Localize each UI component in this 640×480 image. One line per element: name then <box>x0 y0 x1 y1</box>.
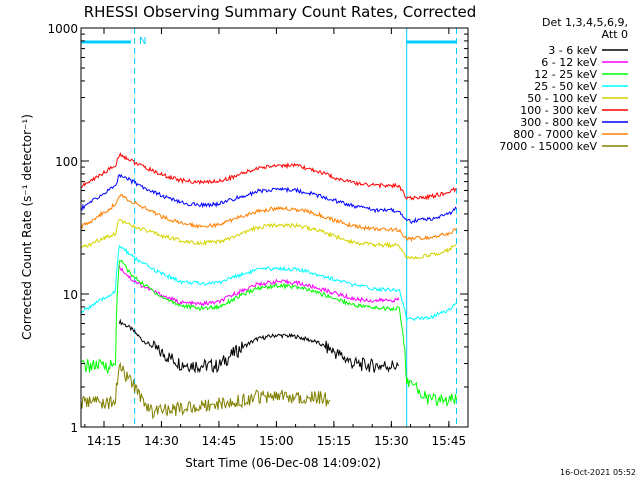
footer-timestamp: 16-Oct-2021 05:52 <box>560 468 636 477</box>
series-line-2 <box>80 259 457 408</box>
y-tick-label-3: 1000 <box>47 22 78 36</box>
y-tick-label-2: 100 <box>55 155 78 169</box>
chart-title: RHESSI Observing Summary Count Rates, Co… <box>84 3 477 21</box>
legend-label-2: 12 - 25 keV <box>534 68 597 81</box>
y-axis-label: Corrected Count Rate (s⁻¹ detector⁻¹) <box>20 114 34 340</box>
series-line-4 <box>80 218 457 260</box>
legend-label-0: 3 - 6 keV <box>548 44 597 57</box>
series-line-8 <box>80 361 331 420</box>
y-tick-label-0: 1 <box>70 421 78 435</box>
legend-label-1: 6 - 12 keV <box>541 56 597 69</box>
x-tick-label-6: 15:45 <box>432 434 467 448</box>
legend-label-7: 800 - 7000 keV <box>513 128 597 141</box>
legend-label-3: 25 - 50 keV <box>534 80 597 93</box>
legend-label-4: 50 - 100 keV <box>527 92 597 105</box>
x-tick-label-5: 15:30 <box>374 434 409 448</box>
y-tick-label-1: 10 <box>63 288 78 302</box>
legend-header-line-2: Att 0 <box>602 28 628 41</box>
series-line-3 <box>80 244 457 323</box>
plot-frame <box>80 27 469 428</box>
x-tick-label-4: 15:15 <box>317 434 352 448</box>
series-line-7 <box>80 193 457 243</box>
axis-ticks: 14:15 14:30 14:45 15:00 15:15 15:30 15:45 1 10 10… <box>47 22 469 448</box>
series-layer <box>80 152 457 420</box>
x-tick-label-1: 14:30 <box>144 434 179 448</box>
legend-label-5: 100 - 300 keV <box>520 104 597 117</box>
series-line-1 <box>118 264 400 307</box>
legend-label-8: 7000 - 15000 keV <box>499 140 597 153</box>
marker-lines <box>80 28 458 427</box>
x-axis-label: Start Time (06-Dec-08 14:09:02) <box>185 456 381 470</box>
series-line-6 <box>80 173 457 225</box>
legend-header-line-1: Det 1,3,4,5,6,9, <box>542 16 628 29</box>
series-line-0 <box>118 318 400 374</box>
x-tick-label-2: 14:45 <box>202 434 237 448</box>
x-tick-label-3: 15:00 <box>259 434 294 448</box>
series-line-5 <box>80 152 457 201</box>
legend-label-6: 300 - 800 keV <box>520 116 597 129</box>
x-tick-label-0: 14:15 <box>87 434 122 448</box>
night-flag-label: N <box>139 36 146 47</box>
